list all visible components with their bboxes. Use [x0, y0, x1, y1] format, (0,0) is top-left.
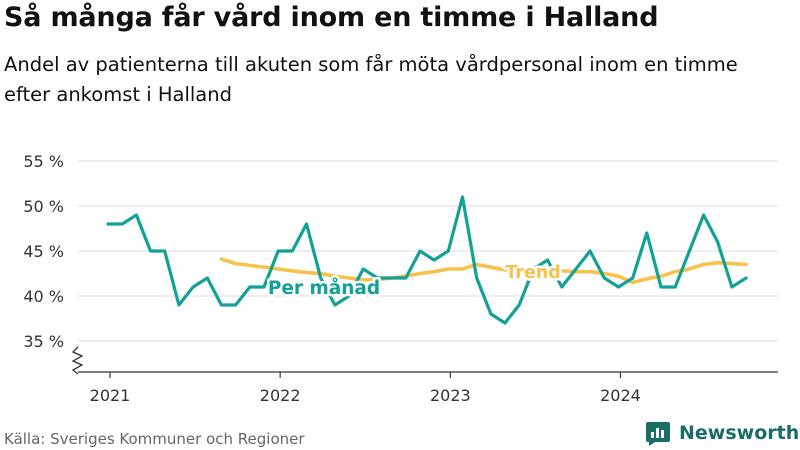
y-axis-tick-labels: 35 % 40 % 45 % 50 % 55 % [23, 152, 84, 375]
axis-break-icon [71, 346, 84, 375]
y-tick-label: 45 % [23, 242, 64, 261]
brand-logo[interactable]: Newsworthy [645, 420, 800, 446]
y-tick-label: 55 % [23, 152, 64, 171]
source-note: Källa: Sveriges Kommuner och Regioner [4, 430, 305, 448]
series-label-per-manad: Per månad [268, 277, 380, 299]
x-tick-label: 2022 [260, 386, 301, 405]
chart-subtitle: Andel av patienterna till akuten som får… [4, 53, 738, 106]
y-tick-label: 50 % [23, 197, 64, 216]
y-tick-label: 35 % [23, 332, 64, 351]
x-tick-label: 2021 [90, 386, 131, 405]
newsworthy-logo-icon [646, 422, 670, 446]
x-tick-label: 2024 [600, 386, 641, 405]
series-line-per-manad [106, 195, 748, 325]
series-labels: Per månad Trend [265, 261, 563, 302]
line-chart: 35 % 40 % 45 % 50 % 55 % 2021 2022 2023 2024 Pe… [23, 152, 778, 405]
x-axis: 2021 2022 2023 2024 [78, 371, 778, 405]
chart-title: Så många får vård inom en timme i Hallan… [4, 2, 659, 33]
series-lines [106, 195, 748, 325]
series-label-trend: Trend [505, 263, 561, 283]
brand-name: Newsworthy [679, 422, 800, 444]
grid-lines [78, 160, 778, 342]
x-tick-label: 2023 [430, 386, 471, 405]
y-tick-label: 40 % [23, 287, 64, 306]
